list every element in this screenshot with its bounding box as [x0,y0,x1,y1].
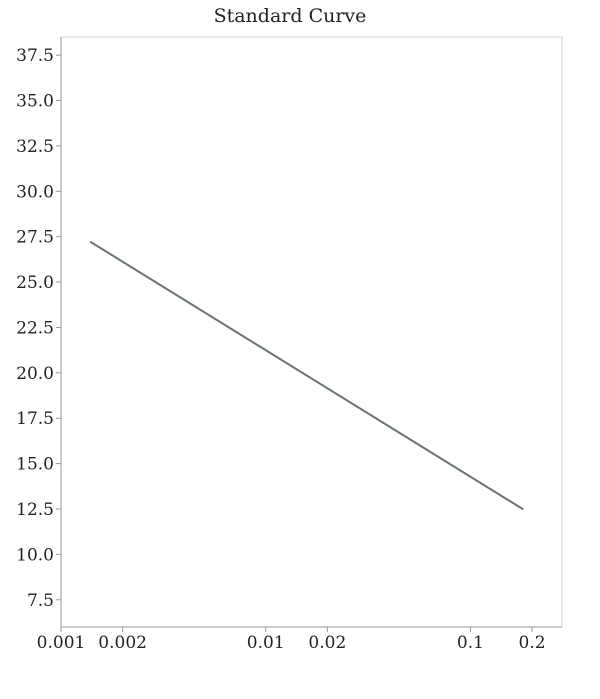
x-tick-label: 0.2 [519,633,546,653]
y-axis-ticks: 7.5 10.0 12.5 15.0 17.5 20.0 22.5 25.0 27.5 30.0 3… [16,46,61,611]
x-tick-label: 0.001 [37,633,86,653]
y-tick-label: 35.0 [16,92,54,112]
x-tick-label: 0.1 [457,633,484,653]
y-tick-label: 27.5 [16,228,54,248]
y-tick-label: 20.0 [16,364,54,384]
y-tick-label: 12.5 [16,500,54,520]
y-tick-label: 25.0 [16,273,54,293]
series-line [89,241,524,510]
chart-title: Standard Curve [214,5,367,27]
y-tick-label: 10.0 [16,545,54,565]
x-axis-ticks: 0.001 0.002 0.01 0.02 0.1 0.2 [37,627,546,653]
y-tick-label: 30.0 [16,182,54,202]
y-tick-label: 32.5 [16,137,54,157]
y-tick-label: 17.5 [16,409,54,429]
x-tick-label: 0.002 [98,633,147,653]
y-tick-label: 7.5 [27,591,54,611]
y-tick-label: 37.5 [16,46,54,66]
x-tick-label: 0.01 [247,633,285,653]
y-tick-label: 22.5 [16,318,54,338]
series-group [89,241,524,510]
plot-area [60,36,563,628]
x-tick-label: 0.02 [308,633,346,653]
y-tick-label: 15.0 [16,455,54,475]
